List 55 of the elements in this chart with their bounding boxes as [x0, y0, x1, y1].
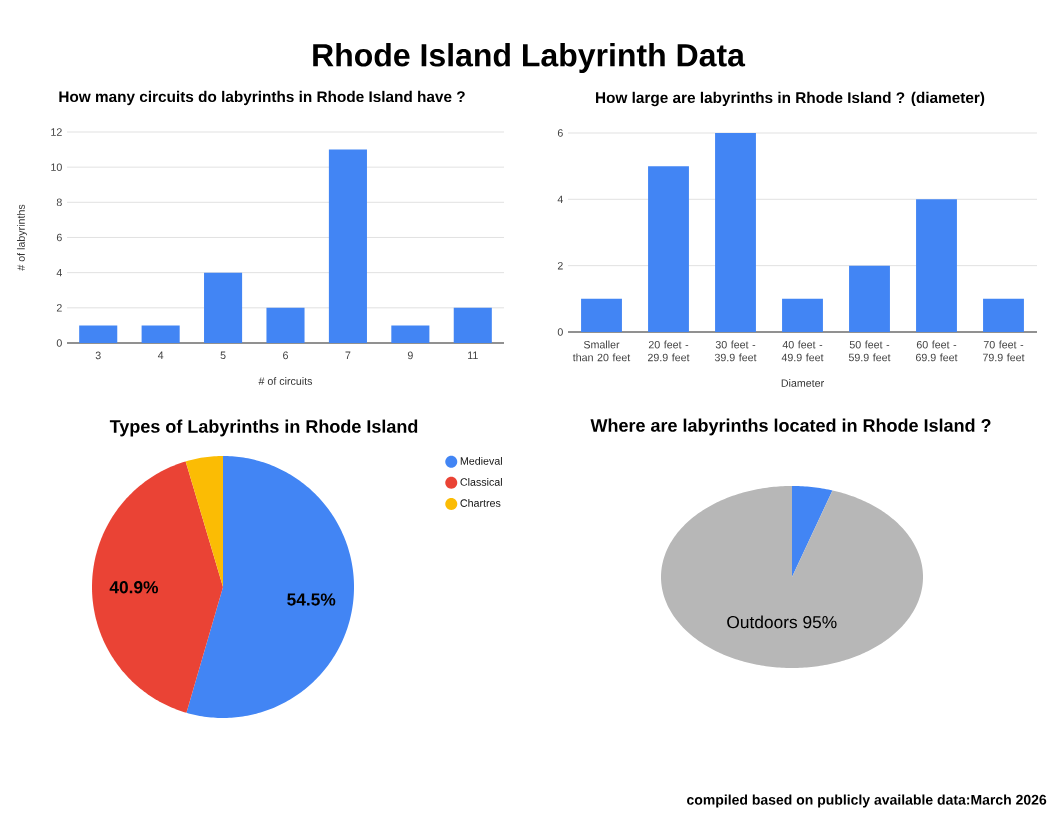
bar [266, 307, 305, 343]
y-axis-title: # of labyrinths [17, 204, 27, 271]
x-tick-label: 70 feet - 79.9 feet [982, 340, 1025, 362]
x-axis-title: Diameter [781, 379, 824, 387]
x-tick-label: 6 [283, 351, 288, 360]
legend-label: Chartres [460, 499, 501, 507]
y-tick-label: 8 [56, 198, 62, 207]
y-tick-label: 6 [56, 233, 62, 242]
bar [782, 298, 823, 332]
bar [581, 298, 622, 332]
bar [849, 265, 890, 332]
x-tick-label: 60 feet - 69.9 feet [915, 340, 958, 362]
bar [79, 325, 118, 343]
data-label: 95% [803, 616, 837, 629]
bar [328, 149, 367, 343]
y-tick-label: 2 [56, 304, 62, 312]
chart-title: How many circuits do labyrinths in Rhode Island have ? [59, 90, 465, 106]
y-tick-label: 2 [557, 261, 563, 270]
chart-title: Types of Labyrinths in Rhode Island [109, 419, 418, 437]
legend-label: Medieval [460, 456, 502, 465]
x-tick-label: 3 [95, 351, 101, 360]
chart-title: How large are labyrinths in Rhode Island ? (diameter) [596, 91, 985, 107]
x-tick-label: 9 [407, 351, 413, 360]
bar [453, 307, 492, 343]
x-axis-title: # of circuits [258, 377, 313, 385]
bar [916, 199, 957, 332]
y-tick-label: 10 [51, 163, 62, 171]
x-tick-label: 11 [468, 351, 478, 359]
y-tick-label: 4 [557, 195, 563, 203]
x-tick-label: 5 [220, 351, 226, 360]
text: compiled based on publicly available data:March 2026 [687, 794, 1047, 808]
data-label: 54.5% [287, 593, 336, 606]
y-tick-label: 0 [56, 339, 62, 347]
x-tick-label: 50 feet - 59.9 feet [848, 340, 891, 362]
y-tick-label: 12 [51, 128, 62, 136]
bar [648, 166, 689, 332]
x-tick-label: 4 [157, 351, 164, 359]
text: Rhode Island Labyrinth Data [313, 43, 746, 73]
legend-label: Classical [460, 477, 502, 486]
bar [715, 132, 756, 332]
bar [391, 325, 430, 343]
slice-label: Outdoors [727, 615, 798, 629]
x-tick-label: Smaller than 20 feet [572, 340, 631, 362]
chart-title: Where are labyrinths located in Rhode Island ? [590, 418, 991, 436]
bar [983, 298, 1024, 332]
y-tick-label: 4 [56, 268, 62, 277]
x-tick-label: 20 feet - 29.9 feet [648, 340, 690, 362]
y-tick-label: 0 [557, 328, 563, 336]
data-label: 40.9% [109, 581, 159, 594]
x-tick-label: 40 feet - 49.9 feet [781, 340, 824, 362]
bar [141, 325, 180, 343]
x-tick-label: 7 [345, 351, 351, 359]
y-tick-label: 6 [557, 129, 563, 137]
x-tick-label: 30 feet - 39.9 feet [714, 340, 757, 362]
bar [204, 272, 243, 343]
